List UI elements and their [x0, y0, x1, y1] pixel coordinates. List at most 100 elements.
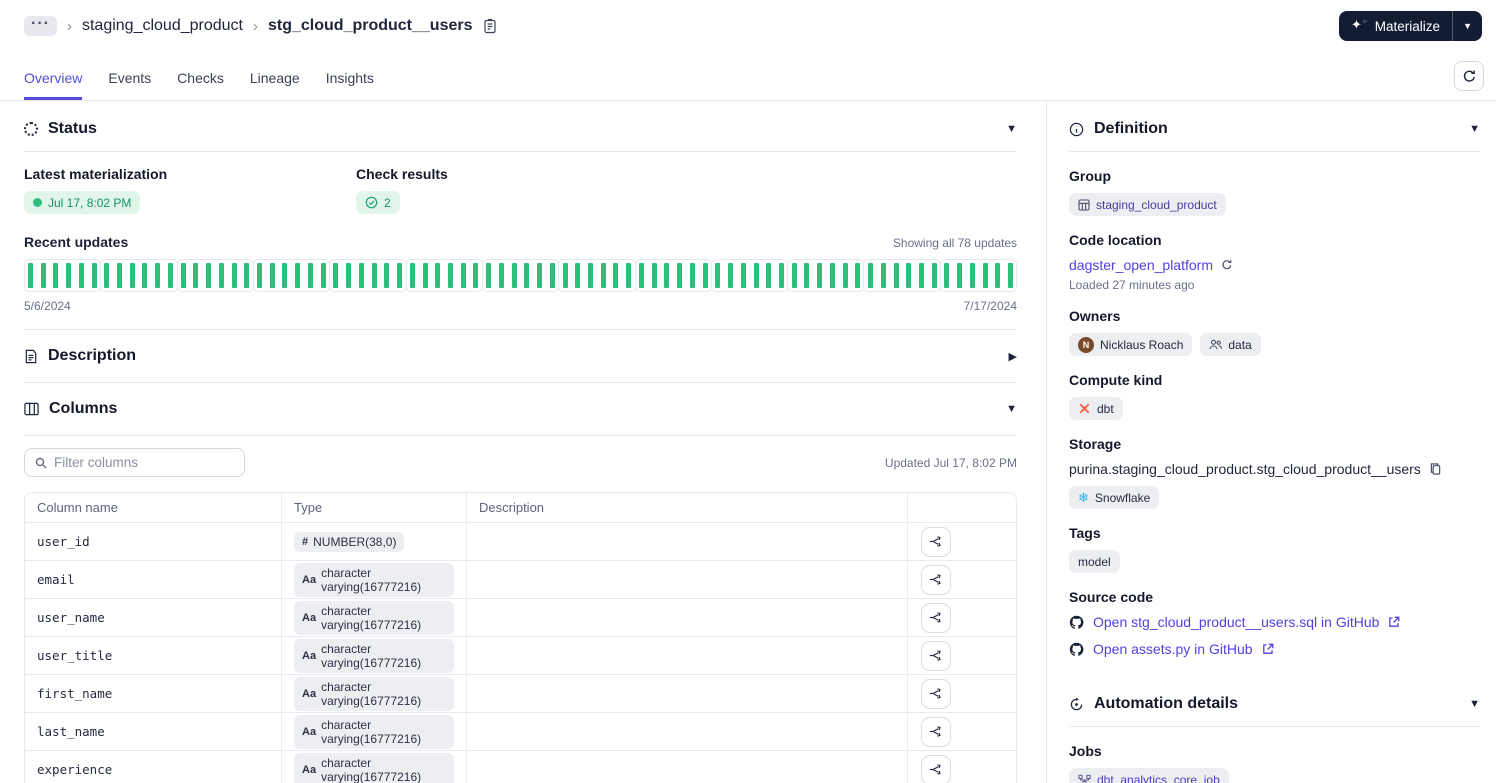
update-bar[interactable] — [880, 263, 886, 288]
breadcrumb-ellipsis-button[interactable]: ··· — [24, 16, 57, 36]
update-bar[interactable] — [842, 263, 848, 288]
owner-user-badge[interactable]: N Nicklaus Roach — [1069, 333, 1193, 356]
storage-kind-badge[interactable]: ❄ Snowflake — [1069, 486, 1160, 509]
update-bar[interactable] — [906, 263, 912, 288]
update-bar[interactable] — [600, 263, 606, 288]
update-bar[interactable] — [638, 263, 644, 288]
update-bar[interactable] — [766, 263, 772, 288]
update-bar[interactable] — [397, 263, 403, 288]
update-bar[interactable] — [460, 263, 466, 288]
tab-overview[interactable]: Overview — [24, 60, 82, 100]
check-results-badge[interactable]: 2 — [356, 191, 400, 214]
update-bar[interactable] — [804, 263, 810, 288]
update-bar[interactable] — [66, 263, 72, 288]
breadcrumb-group-link[interactable]: staging_cloud_product — [81, 17, 243, 34]
update-bar[interactable] — [78, 263, 84, 288]
update-bar[interactable] — [295, 263, 301, 288]
materialize-dropdown-button[interactable]: ▼ — [1452, 11, 1482, 41]
tab-insights[interactable]: Insights — [325, 70, 374, 86]
tab-events[interactable]: Events — [108, 70, 152, 86]
update-bar[interactable] — [969, 263, 975, 288]
tab-lineage[interactable]: Lineage — [249, 70, 300, 86]
group-badge[interactable]: staging_cloud_product — [1069, 193, 1226, 216]
update-bar[interactable] — [142, 263, 148, 288]
job-badge[interactable]: dbt_analytics_core_job — [1069, 768, 1229, 783]
update-bar[interactable] — [715, 263, 721, 288]
update-bar[interactable] — [473, 263, 479, 288]
copy-asset-name-button[interactable] — [483, 18, 497, 34]
update-bar[interactable] — [116, 263, 122, 288]
update-bar[interactable] — [549, 263, 555, 288]
reload-code-location-button[interactable] — [1221, 259, 1233, 271]
update-bar[interactable] — [524, 263, 530, 288]
update-bar[interactable] — [931, 263, 937, 288]
chevron-down-icon[interactable]: ▼ — [1006, 403, 1017, 415]
update-bar[interactable] — [53, 263, 59, 288]
update-bar[interactable] — [919, 263, 925, 288]
update-bar[interactable] — [957, 263, 963, 288]
update-bar[interactable] — [1008, 263, 1014, 288]
update-bar[interactable] — [677, 263, 683, 288]
update-bar[interactable] — [855, 263, 861, 288]
update-bar[interactable] — [498, 263, 504, 288]
update-bar[interactable] — [384, 263, 390, 288]
update-bar[interactable] — [817, 263, 823, 288]
update-bar[interactable] — [435, 263, 441, 288]
update-bar[interactable] — [651, 263, 657, 288]
update-bar[interactable] — [588, 263, 594, 288]
code-location-link[interactable]: dagster_open_platform — [1069, 257, 1213, 273]
update-bar[interactable] — [358, 263, 364, 288]
update-bar[interactable] — [575, 263, 581, 288]
update-bar[interactable] — [193, 263, 199, 288]
update-bar[interactable] — [269, 263, 275, 288]
update-bar[interactable] — [486, 263, 492, 288]
update-bar[interactable] — [307, 263, 313, 288]
view-column-lineage-button[interactable] — [920, 564, 951, 595]
update-bar[interactable] — [778, 263, 784, 288]
update-bar[interactable] — [91, 263, 97, 288]
refresh-button[interactable] — [1454, 61, 1484, 91]
github-link[interactable]: Open stg_cloud_product__users.sql in Git… — [1093, 614, 1380, 630]
filter-columns-input[interactable] — [54, 455, 234, 470]
update-bar[interactable] — [129, 263, 135, 288]
update-bar[interactable] — [753, 263, 759, 288]
update-bar[interactable] — [740, 263, 746, 288]
update-bar[interactable] — [244, 263, 250, 288]
update-bar[interactable] — [791, 263, 797, 288]
chevron-right-icon[interactable]: ▶ — [1008, 350, 1017, 363]
update-bar[interactable] — [218, 263, 224, 288]
update-bar[interactable] — [613, 263, 619, 288]
chevron-down-icon[interactable]: ▼ — [1006, 123, 1017, 135]
update-bar[interactable] — [206, 263, 212, 288]
update-bar[interactable] — [371, 263, 377, 288]
view-column-lineage-button[interactable] — [920, 716, 951, 747]
view-column-lineage-button[interactable] — [920, 640, 951, 671]
update-bar[interactable] — [422, 263, 428, 288]
view-column-lineage-button[interactable] — [920, 678, 951, 709]
update-bar[interactable] — [511, 263, 517, 288]
update-bar[interactable] — [944, 263, 950, 288]
update-bar[interactable] — [333, 263, 339, 288]
materialize-button[interactable]: ✦ Materialize — [1339, 11, 1452, 41]
tab-checks[interactable]: Checks — [177, 70, 224, 86]
update-bar[interactable] — [447, 263, 453, 288]
update-bar[interactable] — [104, 263, 110, 288]
update-bar[interactable] — [257, 263, 263, 288]
recent-updates-timeline[interactable] — [24, 259, 1018, 292]
latest-materialization-badge[interactable]: Jul 17, 8:02 PM — [24, 191, 141, 214]
update-bar[interactable] — [728, 263, 734, 288]
view-column-lineage-button[interactable] — [920, 754, 951, 783]
update-bar[interactable] — [689, 263, 695, 288]
github-link[interactable]: Open assets.py in GitHub — [1093, 641, 1253, 657]
update-bar[interactable] — [40, 263, 46, 288]
update-bar[interactable] — [995, 263, 1001, 288]
view-column-lineage-button[interactable] — [920, 602, 951, 633]
update-bar[interactable] — [27, 263, 33, 288]
update-bar[interactable] — [982, 263, 988, 288]
update-bar[interactable] — [180, 263, 186, 288]
update-bar[interactable] — [155, 263, 161, 288]
update-bar[interactable] — [702, 263, 708, 288]
tag-badge[interactable]: model — [1069, 550, 1120, 573]
update-bar[interactable] — [346, 263, 352, 288]
update-bar[interactable] — [562, 263, 568, 288]
